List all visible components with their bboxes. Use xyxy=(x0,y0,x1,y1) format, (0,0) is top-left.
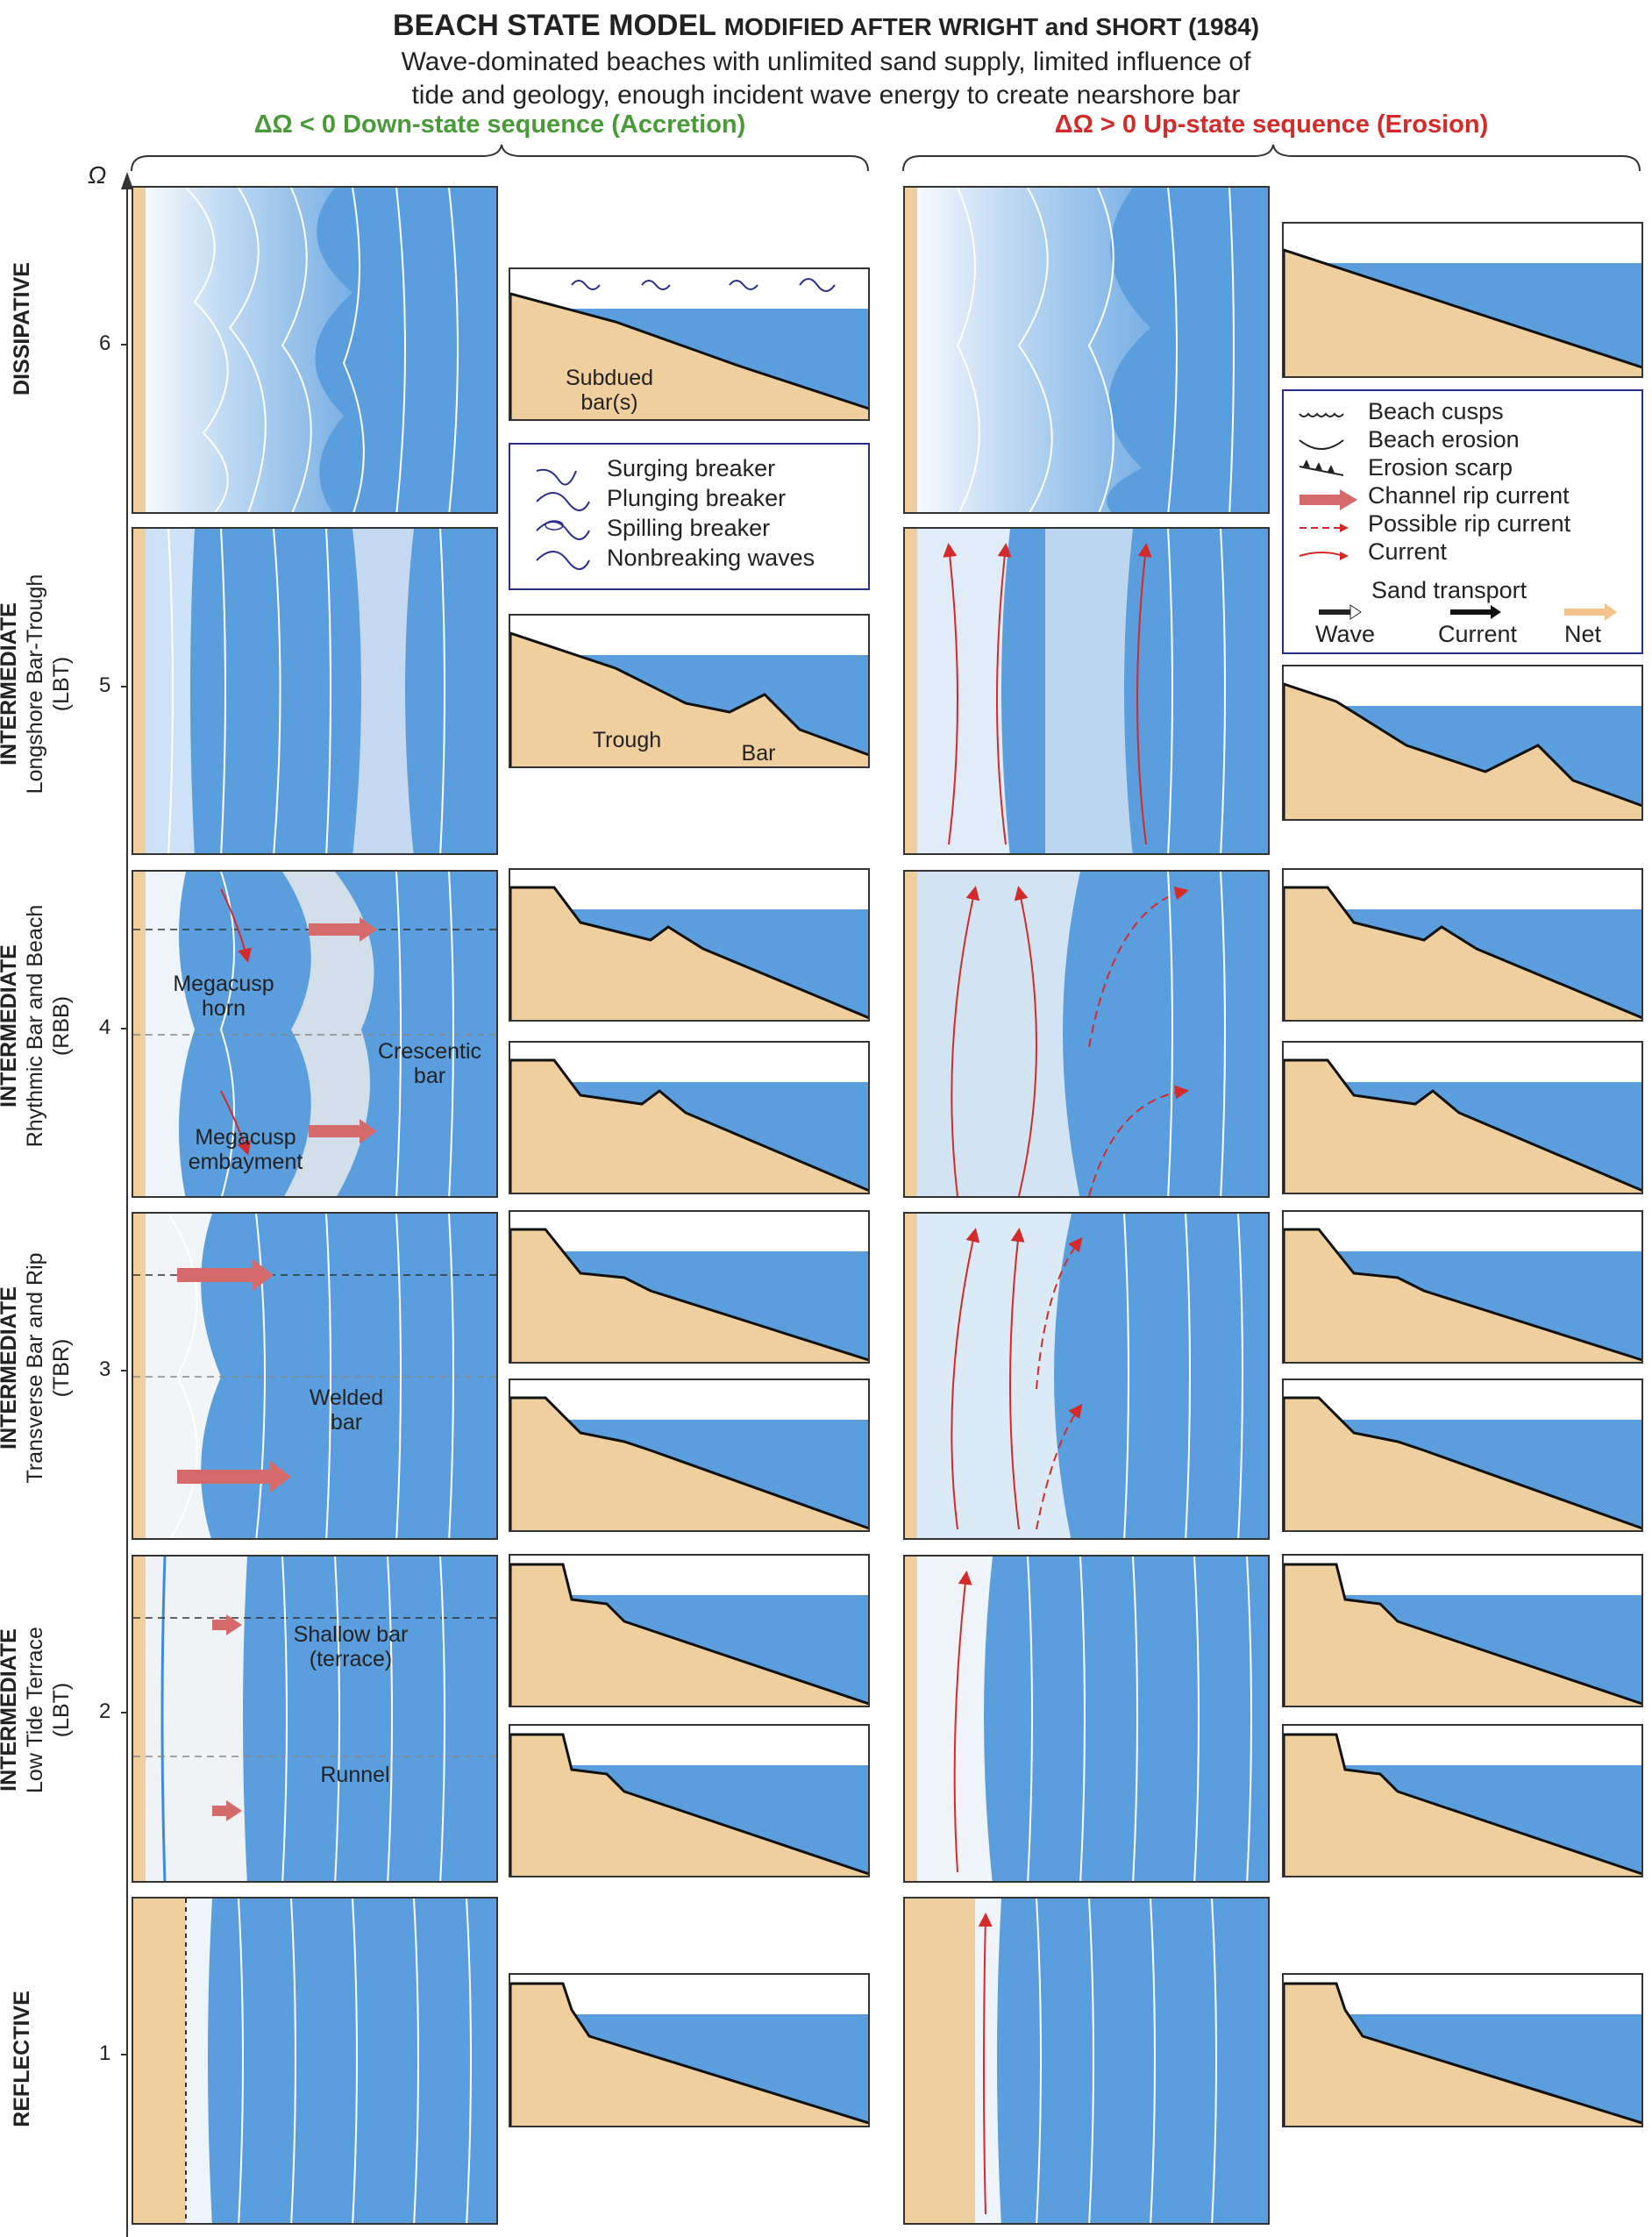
runnel-label: Runnel xyxy=(320,1763,390,1787)
plan-ltt-erosion xyxy=(903,1555,1270,1883)
channel-rip-current-label: Channel rip current xyxy=(1368,482,1570,509)
possible-rip-current-label: Possible rip current xyxy=(1368,510,1571,537)
row-title: INTERMEDIATE xyxy=(0,1628,21,1792)
megacusp-embayment-label: Megacusp embayment xyxy=(188,1125,303,1174)
omega-symbol: Ω xyxy=(88,161,107,189)
section-rbb-erosion-a xyxy=(1282,868,1643,1022)
surging-breaker-label: Surging breaker xyxy=(607,455,776,481)
section-ltt-accretion-a xyxy=(509,1554,870,1707)
erosion-scarp-label: Erosion scarp xyxy=(1368,454,1513,481)
plunging-breaker-label: Plunging breaker xyxy=(607,485,787,511)
section-rbb-accretion-b xyxy=(509,1041,870,1194)
plan-dissipative-erosion xyxy=(903,186,1270,514)
row-label-lbt: INTERMEDIATE Longshore Bar-Trough (LBT) xyxy=(0,517,83,851)
row-subtitle: Rhythmic Bar and Beach xyxy=(23,904,47,1148)
section-reflective-erosion xyxy=(1282,1973,1643,2127)
omega-axis xyxy=(121,172,133,2237)
welded-bar-label: Welded bar xyxy=(309,1386,384,1435)
row-abbr: (RBB) xyxy=(49,995,74,1057)
nonbreaking-waves-label: Nonbreaking waves xyxy=(607,545,815,571)
plan-tbr-erosion xyxy=(903,1212,1270,1540)
row-label-rbb: INTERMEDIATE Rhythmic Bar and Beach (RBB… xyxy=(0,859,83,1193)
row-title: INTERMEDIATE xyxy=(0,944,21,1108)
down-state-label: ΔΩ < 0 Down-state sequence (Accretion) xyxy=(253,110,746,139)
section-tbr-accretion-a xyxy=(509,1210,870,1364)
trough-label: Trough xyxy=(592,728,662,752)
plan-tbr-accretion xyxy=(132,1212,498,1540)
plan-rbb-accretion xyxy=(132,870,498,1198)
row-subtitle: Low Tide Terrace xyxy=(23,1627,47,1793)
tick-2: 2 xyxy=(99,1699,111,1723)
section-dissipative-erosion xyxy=(1282,222,1643,378)
up-state-label: ΔΩ > 0 Up-state sequence (Erosion) xyxy=(1054,110,1489,139)
subtitle-line-1: Wave-dominated beaches with unlimited sa… xyxy=(401,47,1251,76)
row-abbr: (LBT) xyxy=(49,1682,74,1738)
plan-lbt-accretion xyxy=(132,527,498,855)
section-rbb-accretion-a xyxy=(509,868,870,1022)
row-title: REFLECTIVE xyxy=(10,1991,34,2127)
feature-legend: Beach cusps Beach erosion Erosion scarp … xyxy=(1282,389,1643,654)
section-ltt-accretion-b xyxy=(509,1724,870,1877)
plan-rbb-erosion xyxy=(903,870,1270,1198)
title-modifier: MODIFIED AFTER WRIGHT and SHORT (1984) xyxy=(723,13,1260,40)
plan-reflective-erosion xyxy=(903,1897,1270,2225)
beach-cusps-label: Beach cusps xyxy=(1368,398,1504,424)
subtitle-line-2: tide and geology, enough incident wave e… xyxy=(411,81,1241,110)
beach-erosion-label: Beach erosion xyxy=(1368,426,1520,452)
section-lbt-erosion xyxy=(1282,665,1643,821)
page-title: BEACH STATE MODEL MODIFIED AFTER WRIGHT … xyxy=(0,7,1652,46)
row-subtitle: Longshore Bar-Trough xyxy=(23,573,47,794)
row-title: DISSIPATIVE xyxy=(10,262,34,395)
row-label-dissipative: DISSIPATIVE xyxy=(9,162,44,495)
row-subtitle: Transverse Bar and Rip xyxy=(23,1252,47,1484)
title-main: BEACH STATE MODEL xyxy=(392,9,716,42)
plan-ltt-accretion xyxy=(132,1555,498,1883)
row-title: INTERMEDIATE xyxy=(0,602,21,766)
tick-5: 5 xyxy=(99,673,111,697)
row-label-ltt: INTERMEDIATE Low Tide Terrace (LBT) xyxy=(0,1543,83,1877)
plan-dissipative-accretion xyxy=(132,186,498,514)
breaker-legend: Surging breaker Plunging breaker Spillin… xyxy=(509,443,870,590)
section-reflective-accretion xyxy=(509,1973,870,2127)
bar-label: Bar xyxy=(741,741,776,766)
sand-transport-current: Current xyxy=(1438,621,1518,647)
subdued-bar-label: Subdued bar(s) xyxy=(565,366,654,415)
section-ltt-erosion-a xyxy=(1282,1554,1643,1707)
tick-6: 6 xyxy=(99,331,111,355)
section-lbt-accretion xyxy=(509,614,870,768)
sand-transport-wave: Wave xyxy=(1315,621,1376,647)
section-tbr-erosion-a xyxy=(1282,1210,1643,1364)
row-title: INTERMEDIATE xyxy=(0,1286,21,1450)
tick-1: 1 xyxy=(99,2041,111,2065)
tick-4: 4 xyxy=(99,1015,111,1039)
row-label-tbr: INTERMEDIATE Transverse Bar and Rip (TBR… xyxy=(0,1201,83,1535)
megacusp-horn-label: Megacusp horn xyxy=(173,972,274,1021)
plan-reflective-accretion xyxy=(132,1897,498,2225)
spilling-breaker-label: Spilling breaker xyxy=(607,515,771,541)
row-abbr: (TBR) xyxy=(49,1338,74,1398)
header: BEACH STATE MODEL MODIFIED AFTER WRIGHT … xyxy=(0,7,1652,112)
section-rbb-erosion-b xyxy=(1282,1041,1643,1194)
section-dissipative-accretion xyxy=(509,267,870,421)
sand-transport-net: Net xyxy=(1564,621,1602,647)
row-abbr: (LBT) xyxy=(49,656,74,712)
section-ltt-erosion-b xyxy=(1282,1724,1643,1877)
section-tbr-accretion-b xyxy=(509,1379,870,1532)
tick-3: 3 xyxy=(99,1357,111,1381)
row-label-reflective: REFLECTIVE xyxy=(9,1892,44,2226)
current-label: Current xyxy=(1368,538,1448,565)
crescentic-bar-label: Crescentic bar xyxy=(377,1039,482,1088)
sand-transport-title: Sand transport xyxy=(1371,577,1527,603)
section-tbr-erosion-b xyxy=(1282,1379,1643,1532)
shallow-bar-label: Shallow bar (terrace) xyxy=(293,1622,409,1671)
plan-lbt-erosion xyxy=(903,527,1270,855)
